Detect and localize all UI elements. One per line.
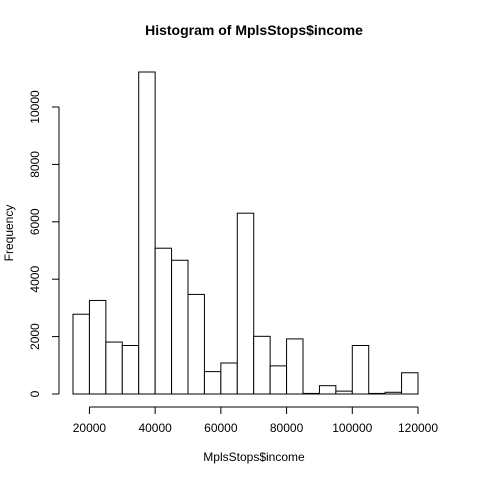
histogram-bar-19 [384,391,403,395]
histogram-bar-15 [318,385,337,395]
histogram-bar-10 [236,212,255,395]
x-tick-label-2: 60000 [204,421,238,435]
x-axis-label: MplsStops$income [203,450,305,464]
histogram-bar-14 [302,392,320,395]
y-axis-label: Frequency [2,205,16,262]
x-axis: 20000 40000 60000 80000 100000 120000 [73,406,438,435]
bars-group [72,71,419,395]
y-axis: 0 2000 4000 6000 8000 10000 [28,90,60,397]
histogram-bar-18 [368,392,386,395]
y-tick-label-5: 10000 [28,90,42,124]
x-tick-label-1: 40000 [138,421,172,435]
histogram-bar-11 [253,335,271,395]
y-tick-label-0: 0 [28,390,42,397]
histogram-bar-8 [203,371,222,395]
histogram-bar-9 [220,362,238,395]
histogram-bar-7 [187,293,205,395]
x-tick-label-4: 100000 [332,421,372,435]
y-tick-label-2: 4000 [28,266,42,293]
histogram-bar-4 [138,71,156,395]
x-tick-label-3: 80000 [270,421,304,435]
histogram-bar-5 [154,247,173,395]
histogram-bar-3 [121,345,140,395]
histogram-bar-6 [171,259,189,395]
histogram-bar-16 [335,390,353,395]
histogram-bar-13 [286,338,304,395]
x-tick-label-5: 120000 [398,421,438,435]
histogram-bar-0 [72,313,90,395]
histogram-bar-12 [269,365,288,395]
histogram-bar-20 [401,372,419,395]
x-tick-label-0: 20000 [73,421,107,435]
histogram-bar-17 [351,345,370,395]
y-tick-label-3: 6000 [28,208,42,235]
histogram-bar-1 [88,299,107,395]
y-tick-label-1: 2000 [28,323,42,350]
chart-title: Histogram of MplsStops$income [145,22,363,38]
y-tick-label-4: 8000 [28,151,42,178]
histogram-bar-2 [105,341,123,395]
